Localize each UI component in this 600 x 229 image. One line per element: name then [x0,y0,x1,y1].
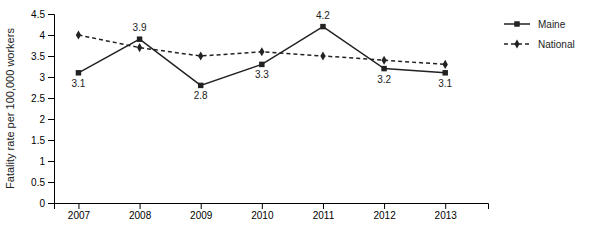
y-tick: 0.5 [31,177,54,188]
x-tick-mark [201,203,202,209]
y-axis-title: Fatality rate per 100,000 workers [4,28,16,189]
legend-item: National [504,39,575,50]
series-line [78,35,445,64]
x-tick-label: 2010 [251,210,274,221]
y-tick-mark [48,119,54,120]
y-tick-mark [48,203,54,204]
y-tick-mark [48,182,54,183]
point-marker [320,24,325,29]
legend-label: Maine [538,19,566,30]
y-tick-mark [48,77,54,78]
data-label: 3.1 [71,78,85,89]
point-marker [198,51,203,60]
y-tick-mark [48,140,54,141]
x-tick: 2007 [68,203,91,221]
y-tick-mark [48,35,54,36]
data-label: 3.2 [377,74,391,85]
y-tick-label: 1 [39,156,45,167]
y-tick-label: 4.5 [31,9,45,20]
y-tick-label: 3 [39,72,45,83]
y-tick-mark [48,161,54,162]
y-tick: 4.5 [31,9,54,20]
y-tick-label: 0 [39,198,45,209]
x-tick-mark [323,203,324,209]
point-marker [137,43,142,52]
series-line [78,27,445,86]
x-tick-mark [140,203,141,209]
data-label: 4.2 [316,10,330,21]
data-label: 2.8 [194,90,208,101]
x-tick: 2012 [373,203,396,221]
x-tick-mark [78,203,79,209]
data-label: 3.3 [255,69,269,80]
x-tick: 2011 [313,203,335,221]
plot-area [76,24,448,88]
y-axis: 0 0.5 1 1.5 2 2.5 3 3.5 4 4.5 [31,9,54,209]
y-tick-label: 0.5 [31,177,45,188]
point-marker [198,83,203,88]
y-tick: 2.5 [31,93,54,104]
y-tick: 3.5 [31,51,54,62]
point-marker [259,47,264,56]
x-tick-label: 2013 [435,210,458,221]
x-tick: 2009 [190,203,213,221]
x-tick-label: 2012 [373,210,396,221]
legend-marker [514,39,519,48]
y-tick-label: 1.5 [31,135,45,146]
data-label: 3.9 [133,22,147,33]
point-marker [320,51,325,60]
data-labels: 3.1 3.9 2.8 3.3 4.2 3.2 3.1 [71,10,452,102]
y-tick-label: 4 [39,30,45,41]
y-tick-label: 2.5 [31,93,45,104]
x-tick: 2008 [129,203,152,221]
point-marker [442,70,447,75]
x-tick-mark [262,203,263,209]
x-tick-label: 2008 [129,210,152,221]
y-tick-label: 2 [39,114,45,125]
legend-marker [514,21,519,26]
point-marker [76,70,81,75]
y-tick: 1 [39,156,54,167]
y-tick: 2 [39,114,54,125]
y-axis-line [48,15,55,204]
chart: 2007 2008 2009 2010 2011 2012 2013 0 0.5 1 1.5 2 2.5… [0,0,600,229]
legend-item: Maine [504,19,566,30]
point-marker [381,56,386,65]
legend: Maine National [504,19,575,50]
y-tick: 0 [39,198,54,209]
y-tick: 3 [39,72,54,83]
point-marker [443,60,448,69]
x-tick: 2013 [435,203,458,221]
legend-label: National [538,39,575,50]
y-tick: 1.5 [31,135,54,146]
y-tick-label: 3.5 [31,51,45,62]
x-axis-line [55,204,489,210]
point-marker [259,62,264,67]
x-tick: 2010 [251,203,274,221]
x-tick-label: 2007 [68,210,91,221]
y-tick-mark [48,98,54,99]
x-tick-mark [384,203,385,209]
x-axis: 2007 2008 2009 2010 2011 2012 2013 [55,203,489,221]
point-marker [76,30,81,39]
data-label: 3.1 [438,78,452,89]
x-tick-label: 2009 [190,210,213,221]
x-tick-mark [445,203,446,209]
x-tick-label: 2011 [313,210,335,221]
y-tick-mark [48,14,54,15]
y-tick: 4 [39,30,54,41]
y-tick-mark [48,56,54,57]
point-marker [381,66,386,71]
point-marker [137,36,142,41]
